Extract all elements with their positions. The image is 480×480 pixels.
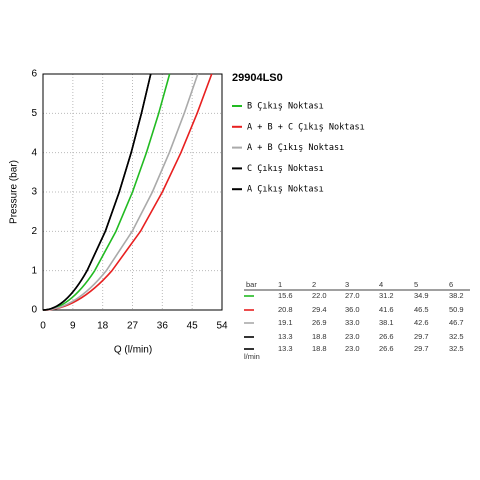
table-cell: 33.0 xyxy=(345,318,360,327)
table-cell: 27.0 xyxy=(345,291,360,300)
curve-start xyxy=(42,270,88,311)
series-line xyxy=(105,73,199,272)
y-tick-label: 5 xyxy=(31,108,37,119)
table-cell: 29.7 xyxy=(414,332,429,341)
table-cell: 26.6 xyxy=(379,332,394,341)
table-cell: 22.0 xyxy=(312,291,327,300)
series-line xyxy=(111,73,213,272)
table-cell: 23.0 xyxy=(345,344,360,353)
series-line xyxy=(86,73,152,272)
table-cell: 41.6 xyxy=(379,305,394,314)
table-cell: 13.3 xyxy=(278,344,293,353)
table-cell: 38.1 xyxy=(379,318,394,327)
y-tick-label: 2 xyxy=(31,226,37,237)
legend-label: C Çıkış Noktası xyxy=(247,164,324,174)
table-col-header: 2 xyxy=(312,280,316,289)
table-cell: 50.9 xyxy=(449,305,464,314)
table-unit: l/min xyxy=(244,352,260,361)
table-cell: 31.2 xyxy=(379,291,394,300)
table-cell: 29.7 xyxy=(414,344,429,353)
table-cell: 23.0 xyxy=(345,332,360,341)
chart-title: 29904LS0 xyxy=(232,72,283,84)
table-cell: 19.1 xyxy=(278,318,293,327)
y-tick-label: 4 xyxy=(31,147,37,158)
table-col-header: 5 xyxy=(414,280,418,289)
y-tick-label: 6 xyxy=(31,69,37,80)
table-cell: 36.0 xyxy=(345,305,360,314)
x-tick-label: 18 xyxy=(97,321,109,332)
x-tick-label: 45 xyxy=(187,321,199,332)
legend-label: A + B Çıkış Noktası xyxy=(247,143,344,153)
legend-label: A + B + C Çıkış Noktası xyxy=(247,122,365,132)
table-cell: 18.8 xyxy=(312,332,327,341)
x-axis-label: Q (l/min) xyxy=(114,345,152,356)
y-tick-label: 0 xyxy=(31,305,37,316)
legend-label: B Çıkış Noktası xyxy=(247,102,324,112)
y-tick-label: 3 xyxy=(31,187,37,198)
table-cell: 46.5 xyxy=(414,305,429,314)
y-tick-label: 1 xyxy=(31,265,37,276)
table-cell: 46.7 xyxy=(449,318,464,327)
table-col-header: 4 xyxy=(379,280,383,289)
table-col-header: 1 xyxy=(278,280,282,289)
table-cell: 29.4 xyxy=(312,305,327,314)
series-line xyxy=(94,73,171,272)
table-cell: 20.8 xyxy=(278,305,293,314)
table-cell: 18.8 xyxy=(312,344,327,353)
table-cell: 32.5 xyxy=(449,344,464,353)
table-col-header: 6 xyxy=(449,280,453,289)
table-header: bar xyxy=(246,280,257,289)
table-cell: 26.9 xyxy=(312,318,327,327)
x-tick-label: 27 xyxy=(127,321,139,332)
table-col-header: 3 xyxy=(345,280,349,289)
table-cell: 15.6 xyxy=(278,291,293,300)
table-cell: 38.2 xyxy=(449,291,464,300)
x-tick-label: 0 xyxy=(40,321,46,332)
table-cell: 42.6 xyxy=(414,318,429,327)
x-tick-label: 36 xyxy=(157,321,169,332)
plot-frame xyxy=(42,73,223,311)
table-cell: 34.9 xyxy=(414,291,429,300)
legend-label: A Çıkış Noktası xyxy=(247,185,324,195)
x-tick-label: 9 xyxy=(70,321,76,332)
x-tick-label: 54 xyxy=(216,321,228,332)
table-cell: 13.3 xyxy=(278,332,293,341)
table-cell: 32.5 xyxy=(449,332,464,341)
y-axis-label: Pressure (bar) xyxy=(9,160,20,224)
table-cell: 26.6 xyxy=(379,344,394,353)
